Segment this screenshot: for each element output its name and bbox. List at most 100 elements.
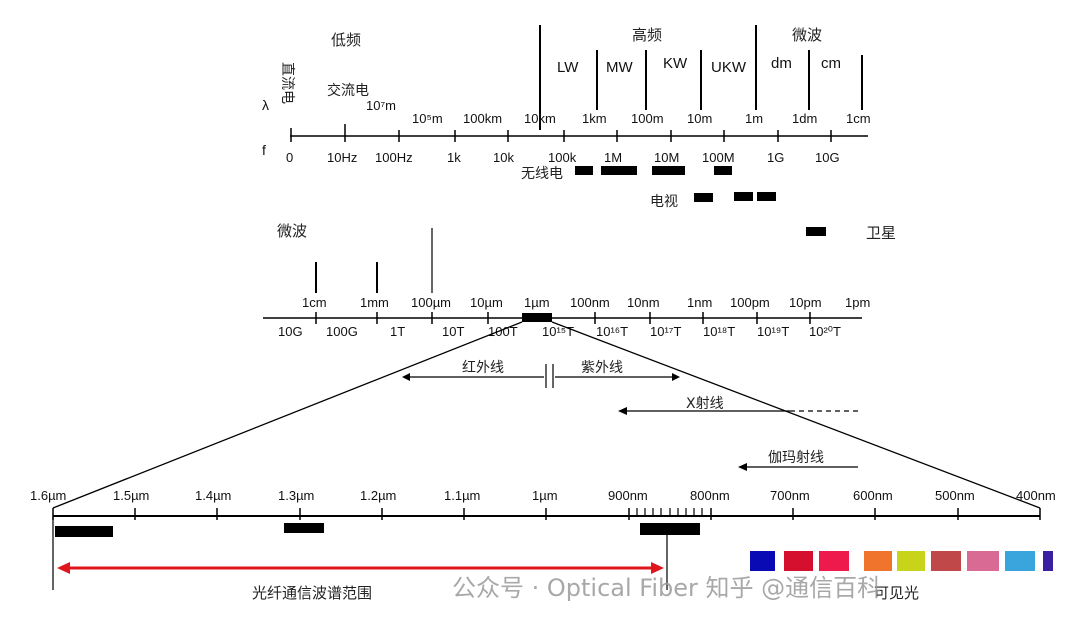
fq-top-6: 1M	[604, 150, 622, 165]
f-label: f	[262, 142, 266, 158]
wl-bot-9: 700nm	[770, 488, 810, 503]
fq-top-9: 1G	[767, 150, 784, 165]
visible-swatch	[784, 551, 813, 571]
wl-top-2: 100km	[463, 111, 502, 126]
fiber-range-label: 光纤通信波谱范围	[252, 584, 372, 602]
fq-mid-3: 10T	[442, 324, 464, 339]
fq-mid-4: 100T	[488, 324, 518, 339]
low-freq-label: 低频	[331, 31, 361, 49]
radio-bar-1	[575, 166, 593, 175]
tv-bar-2	[734, 192, 753, 201]
gamma-label: 伽玛射线	[768, 450, 824, 466]
xray-arrowhead	[618, 407, 627, 415]
ultraviolet-arrowhead	[672, 373, 680, 381]
wl-mid-10: 1pm	[845, 295, 870, 310]
wl-bot-7: 900nm	[608, 488, 648, 503]
visible-swatch	[750, 551, 775, 571]
wl-bot-10: 600nm	[853, 488, 893, 503]
wl-top-7: 1m	[745, 111, 763, 126]
band-label-dm: dm	[771, 55, 792, 72]
wl-top-4: 1km	[582, 111, 607, 126]
wl-top-8: 1dm	[792, 111, 817, 126]
visible-swatch	[897, 551, 925, 571]
wl-bot-1: 1.5µm	[113, 488, 149, 503]
wl-mid-7: 1nm	[687, 295, 712, 310]
fiber-window-marker	[522, 313, 552, 322]
visible-swatch	[864, 551, 892, 571]
radio-bar-3	[652, 166, 685, 175]
radio-bar-4	[714, 166, 732, 175]
tv-bar-3	[757, 192, 776, 201]
band-label-lw: LW	[557, 59, 579, 76]
wl-mid-1: 1mm	[360, 295, 389, 310]
wl-bot-12: 400nm	[1016, 488, 1056, 503]
wl-mid-6: 10nm	[627, 295, 660, 310]
fq-top-0: 0	[286, 150, 293, 165]
lambda-label: λ	[262, 97, 269, 113]
fq-mid-2: 1T	[390, 324, 405, 339]
fq-mid-9: 10¹⁹T	[757, 324, 789, 339]
wl-bot-11: 500nm	[935, 488, 975, 503]
top-axis-ticks	[290, 124, 832, 142]
wl-top-0: 10⁷m	[366, 98, 396, 113]
visible-swatch	[1005, 551, 1035, 571]
band-label-ukw: UKW	[711, 59, 747, 76]
fine-ticks	[636, 508, 703, 516]
watermark: 公众号 · Optical Fiber 知乎 @通信百科	[452, 574, 881, 602]
high-freq-label: 高频	[632, 26, 662, 44]
wl-bot-0: 1.6µm	[30, 488, 66, 503]
fq-top-5: 100k	[548, 150, 577, 165]
microwave-mid-label: 微波	[277, 222, 307, 240]
wl-bot-6: 1µm	[532, 488, 558, 503]
ultraviolet-label: 紫外线	[581, 360, 623, 376]
wl-top-9: 1cm	[846, 111, 871, 126]
fq-mid-0: 10G	[278, 324, 303, 339]
visible-swatch	[1043, 551, 1053, 571]
wl-mid-5: 100nm	[570, 295, 610, 310]
visible-swatch	[819, 551, 849, 571]
wl-bot-3: 1.3µm	[278, 488, 314, 503]
wl-bot-8: 800nm	[690, 488, 730, 503]
window-1310	[284, 523, 324, 533]
fq-mid-10: 10²⁰T	[809, 324, 841, 339]
fq-top-2: 100Hz	[375, 150, 413, 165]
window-1550	[55, 526, 113, 537]
window-850	[640, 523, 700, 535]
wl-bot-5: 1.1µm	[444, 488, 480, 503]
visible-label: 可见光	[874, 584, 919, 602]
fq-mid-8: 10¹⁸T	[703, 324, 735, 339]
mid-axis-ticks	[315, 312, 811, 324]
satellite-label: 卫星	[866, 224, 896, 242]
xray-label: X射线	[686, 396, 724, 412]
infrared-label: 红外线	[462, 360, 504, 376]
wl-mid-0: 1cm	[302, 295, 327, 310]
fq-top-4: 10k	[493, 150, 514, 165]
tv-bar-1	[694, 193, 713, 202]
wl-mid-2: 100µm	[411, 295, 451, 310]
visible-swatch	[931, 551, 961, 571]
fq-top-7: 10M	[654, 150, 679, 165]
fiber-range-arrowhead-right	[651, 562, 664, 574]
tv-label: 电视	[650, 194, 678, 210]
wl-mid-3: 10µm	[470, 295, 503, 310]
visible-swatch	[967, 551, 999, 571]
wl-bot-2: 1.4µm	[195, 488, 231, 503]
visible-color-swatches	[750, 551, 1053, 571]
fq-top-3: 1k	[447, 150, 461, 165]
gamma-arrowhead	[738, 463, 747, 471]
band-label-mw: MW	[606, 59, 633, 76]
fq-mid-6: 10¹⁶T	[596, 324, 628, 339]
radio-bar-2	[601, 166, 637, 175]
satellite-bar	[806, 227, 826, 236]
dc-label: 直流电	[279, 62, 296, 104]
fiber-range-arrowhead-left	[57, 562, 70, 574]
ac-label: 交流电	[327, 82, 369, 99]
wl-top-5: 100m	[631, 111, 664, 126]
wl-top-3: 10km	[524, 111, 556, 126]
wl-mid-9: 10pm	[789, 295, 822, 310]
fq-mid-7: 10¹⁷T	[650, 324, 681, 339]
infrared-arrowhead	[402, 373, 410, 381]
microwave-top-label: 微波	[792, 26, 822, 44]
wl-mid-8: 100pm	[730, 295, 770, 310]
